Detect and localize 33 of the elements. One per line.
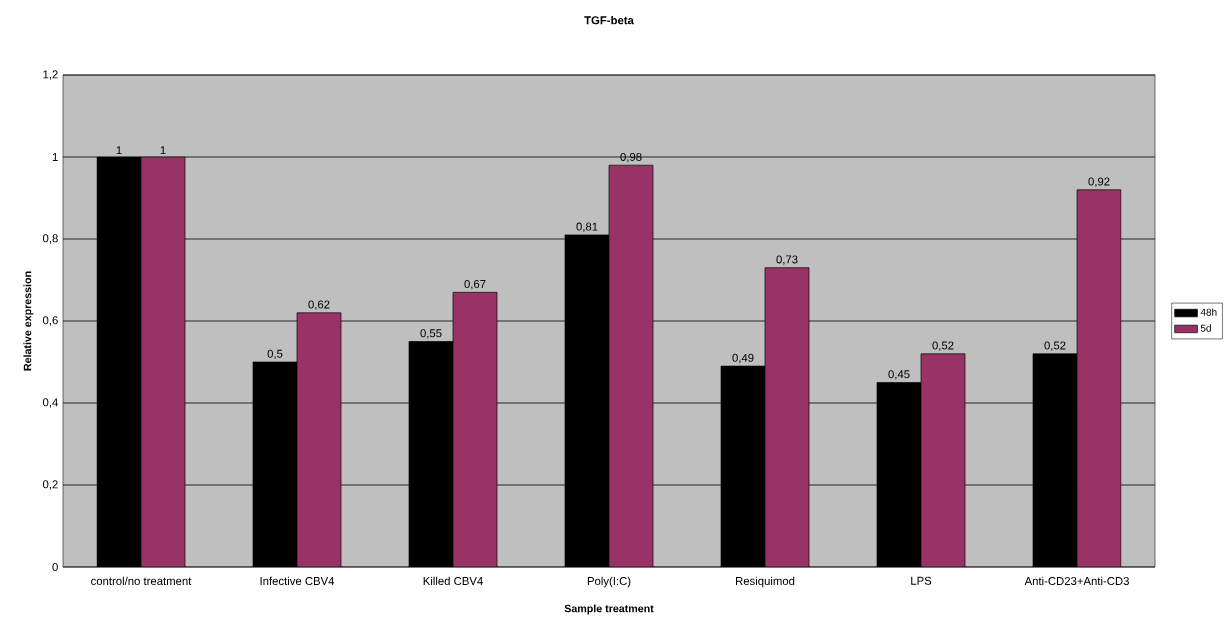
y-tick-label: 0,4 [42, 398, 58, 408]
y-tick-label: 1,2 [43, 70, 58, 80]
y-tick-label: 0,6 [42, 316, 58, 326]
data-label: 0,67 [464, 280, 486, 290]
x-tick-label: control/no treatment [91, 576, 192, 586]
data-label: 0,62 [308, 300, 330, 310]
x-tick-label: Killed CBV4 [423, 576, 483, 586]
data-label: 0,81 [576, 222, 598, 232]
data-label: 0,55 [420, 329, 442, 339]
chart-title: TGF-beta [584, 15, 634, 25]
data-label: 1 [160, 146, 166, 155]
data-label: 1 [116, 146, 122, 155]
y-tick-label: 0 [52, 563, 58, 572]
data-label: 0,52 [932, 341, 954, 351]
legend-label: 48h [1200, 308, 1217, 316]
x-tick-label: LPS [911, 576, 932, 585]
data-label: 0,98 [620, 152, 642, 163]
data-label: 0,49 [732, 353, 754, 364]
legend-label: 5d [1200, 324, 1211, 332]
x-axis-title: Sample treatment [564, 604, 654, 615]
y-tick-label: 0,8 [42, 234, 58, 244]
data-label: 0,45 [888, 370, 910, 380]
data-label: 0,52 [1044, 341, 1066, 351]
data-label: 0,92 [1088, 177, 1110, 187]
data-label: 0,5 [267, 349, 283, 360]
x-tick-label: Anti-CD23+Anti-CD3 [1024, 576, 1129, 586]
y-axis-title: Relative expression [23, 271, 34, 371]
x-tick-label: Infective CBV4 [260, 576, 335, 586]
y-tick-label: 0,2 [42, 480, 58, 490]
y-tick-label: 1 [52, 153, 58, 161]
data-label: 0,73 [776, 255, 798, 265]
x-tick-label: Poly(I:C) [587, 576, 631, 588]
x-tick-label: Resiquimod [736, 576, 795, 588]
